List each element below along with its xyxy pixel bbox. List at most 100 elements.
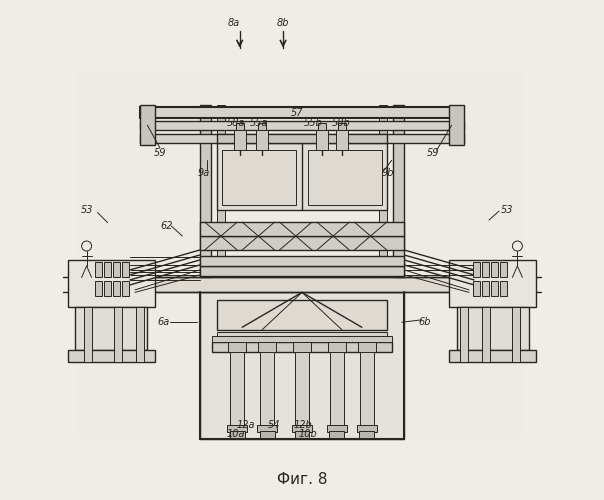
Text: 55a: 55a bbox=[249, 118, 268, 128]
Bar bbox=[500, 262, 507, 278]
Bar bbox=[75, 308, 147, 350]
Text: 55b: 55b bbox=[304, 118, 323, 128]
Text: 57: 57 bbox=[291, 108, 303, 118]
Bar bbox=[327, 424, 347, 432]
Bar bbox=[330, 350, 344, 427]
Bar bbox=[200, 292, 404, 440]
Bar bbox=[104, 281, 111, 296]
Text: 12a: 12a bbox=[237, 420, 255, 430]
Text: 8a: 8a bbox=[228, 18, 240, 28]
Bar bbox=[318, 123, 326, 130]
Bar bbox=[113, 281, 120, 296]
Bar bbox=[491, 281, 498, 296]
Bar bbox=[113, 262, 120, 278]
Bar bbox=[140, 122, 464, 130]
Bar bbox=[234, 130, 246, 150]
Bar bbox=[78, 70, 526, 440]
Bar bbox=[200, 106, 211, 278]
Bar bbox=[122, 281, 129, 296]
Bar bbox=[258, 123, 266, 130]
Text: 10b: 10b bbox=[298, 430, 317, 440]
Text: 59: 59 bbox=[426, 148, 439, 158]
Bar bbox=[68, 260, 155, 308]
Bar bbox=[457, 308, 529, 350]
Bar bbox=[200, 222, 404, 236]
Bar bbox=[200, 236, 404, 250]
Text: 9b: 9b bbox=[382, 168, 394, 177]
Text: Фиг. 8: Фиг. 8 bbox=[277, 472, 327, 487]
Bar bbox=[122, 262, 129, 278]
Bar bbox=[260, 431, 275, 438]
Bar bbox=[114, 308, 121, 362]
Bar bbox=[359, 431, 374, 438]
Bar bbox=[358, 342, 376, 352]
Bar bbox=[78, 278, 526, 292]
Bar bbox=[379, 106, 387, 278]
Bar bbox=[230, 350, 244, 427]
Bar bbox=[136, 308, 144, 362]
Bar bbox=[140, 134, 464, 143]
Text: 62: 62 bbox=[160, 221, 173, 231]
Bar bbox=[292, 424, 312, 432]
Bar bbox=[200, 266, 404, 276]
Bar bbox=[295, 350, 309, 427]
Bar bbox=[338, 123, 346, 130]
Bar bbox=[295, 431, 309, 438]
Text: 53: 53 bbox=[80, 205, 93, 215]
Text: 10a: 10a bbox=[227, 430, 245, 440]
Bar bbox=[104, 262, 111, 278]
Text: 8b: 8b bbox=[277, 18, 289, 28]
Bar bbox=[336, 130, 348, 150]
Bar bbox=[449, 350, 536, 362]
Bar bbox=[316, 130, 328, 150]
Bar bbox=[357, 424, 377, 432]
Text: 58b: 58b bbox=[332, 118, 350, 128]
Bar bbox=[449, 260, 536, 308]
Bar bbox=[95, 281, 102, 296]
Bar bbox=[140, 106, 155, 146]
Text: 6b: 6b bbox=[418, 318, 431, 328]
Bar bbox=[217, 143, 387, 210]
Bar bbox=[500, 281, 507, 296]
Bar bbox=[217, 106, 225, 278]
Bar bbox=[227, 424, 247, 432]
Bar bbox=[258, 342, 276, 352]
Bar bbox=[512, 308, 521, 362]
Bar bbox=[256, 130, 268, 150]
Bar bbox=[260, 350, 274, 427]
Bar bbox=[236, 123, 243, 130]
Bar bbox=[257, 424, 277, 432]
Bar bbox=[230, 431, 245, 438]
Bar bbox=[222, 150, 296, 205]
Text: 59: 59 bbox=[153, 148, 166, 158]
Bar bbox=[328, 342, 346, 352]
Bar bbox=[482, 262, 489, 278]
Bar bbox=[482, 281, 489, 296]
Text: 54: 54 bbox=[268, 420, 280, 430]
Bar bbox=[228, 342, 246, 352]
Bar bbox=[393, 106, 404, 278]
Bar bbox=[68, 350, 155, 362]
Bar bbox=[140, 107, 464, 118]
Bar bbox=[83, 308, 92, 362]
Bar bbox=[217, 134, 387, 143]
Bar bbox=[449, 106, 464, 146]
Text: 58a: 58a bbox=[227, 118, 245, 128]
Bar bbox=[212, 342, 392, 352]
Text: 53: 53 bbox=[501, 205, 513, 215]
Bar bbox=[212, 336, 392, 342]
Bar bbox=[217, 300, 387, 330]
Bar bbox=[491, 262, 498, 278]
Bar bbox=[483, 308, 490, 362]
Bar bbox=[217, 332, 387, 344]
Bar bbox=[329, 431, 344, 438]
Bar bbox=[360, 350, 374, 427]
Bar bbox=[308, 150, 382, 205]
Bar bbox=[473, 281, 480, 296]
Bar bbox=[473, 262, 480, 278]
Bar bbox=[95, 262, 102, 278]
Text: 12b: 12b bbox=[294, 420, 312, 430]
Text: 6a: 6a bbox=[157, 318, 170, 328]
Bar bbox=[200, 256, 404, 266]
Bar bbox=[460, 308, 468, 362]
